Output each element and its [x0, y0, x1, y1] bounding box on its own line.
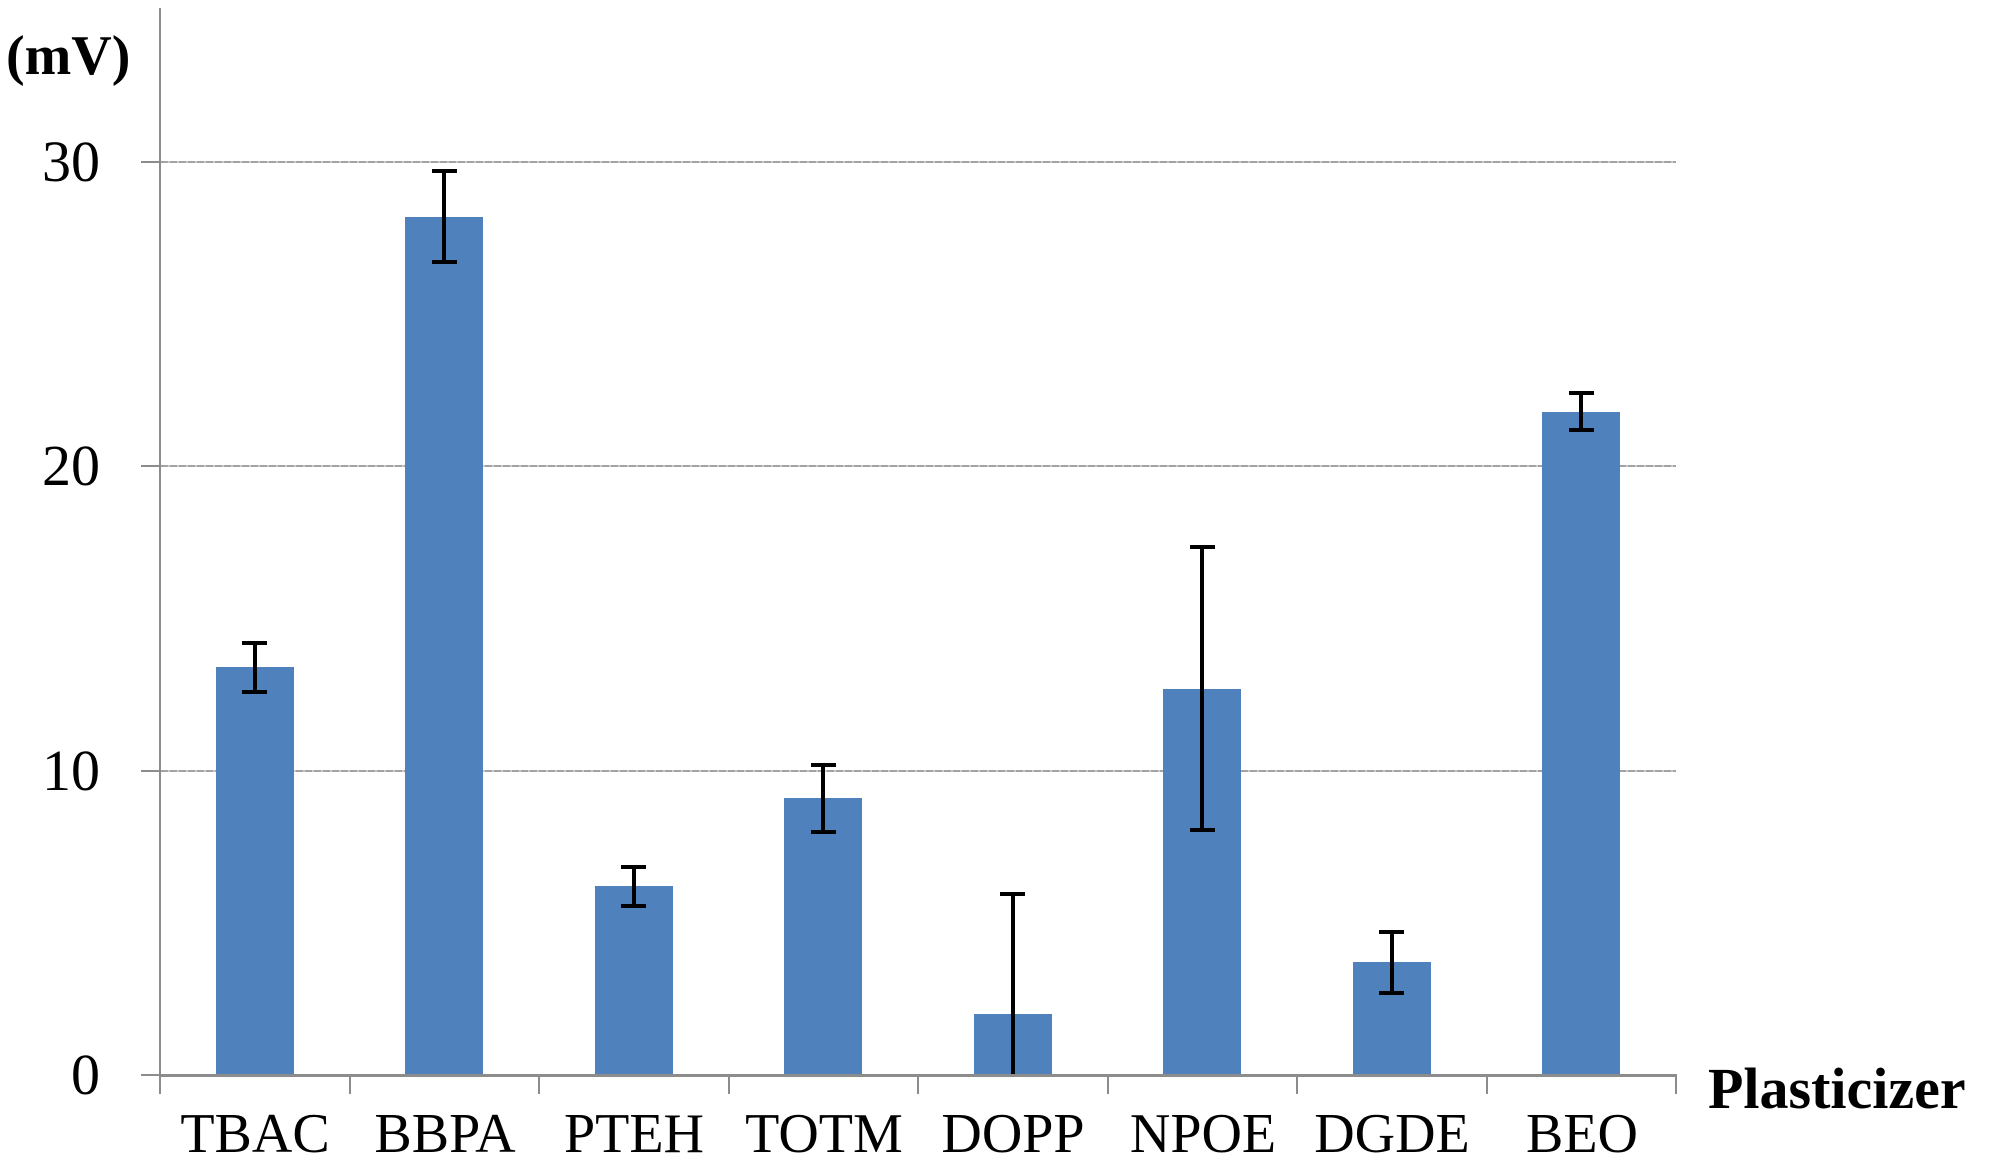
x-axis-tick-2 [538, 1076, 540, 1094]
error-bar-cap-bottom-dgde [1379, 991, 1404, 995]
error-bar-cap-bottom-pteh [621, 904, 646, 908]
gridline-30 [161, 161, 1676, 163]
error-bar-line-dgde [1390, 932, 1394, 993]
bar-totm [784, 798, 862, 1075]
y-axis-tick-20 [141, 465, 159, 467]
x-tick-label-bbpa: BBPA [374, 1103, 516, 1165]
x-tick-label-pteh: PTEH [564, 1103, 704, 1165]
gridline-10 [161, 770, 1676, 772]
x-tick-label-beo: BEO [1526, 1103, 1638, 1165]
x-axis-tick-0 [159, 1076, 161, 1094]
error-bar-cap-top-pteh [621, 865, 646, 869]
error-bar-cap-top-tbac [242, 641, 267, 645]
y-axis-tick-30 [141, 161, 159, 163]
error-bar-cap-bottom-tbac [242, 690, 267, 694]
error-bar-cap-bottom-bbpa [432, 260, 457, 264]
error-bar-line-dopp [1011, 894, 1015, 1075]
error-bar-line-npoe [1200, 547, 1204, 830]
error-bar-cap-bottom-totm [811, 830, 836, 834]
bar-tbac [216, 667, 294, 1075]
x-axis-title: Plasticizer [1708, 1056, 1966, 1121]
error-bar-cap-top-npoe [1190, 545, 1215, 549]
error-bar-line-totm [821, 765, 825, 832]
x-tick-label-npoe: NPOE [1129, 1103, 1277, 1165]
x-axis-line [159, 1074, 1677, 1077]
bar-pteh [595, 886, 673, 1075]
x-axis-tick-3 [728, 1076, 730, 1094]
x-axis-tick-5 [1107, 1076, 1109, 1094]
error-bar-line-bbpa [442, 171, 446, 262]
error-bar-cap-bottom-beo [1569, 428, 1594, 432]
y-axis-title: (mV) [6, 25, 131, 87]
y-axis-line [159, 8, 161, 1094]
x-tick-label-totm: TOTM [745, 1103, 903, 1165]
gridline-20 [161, 465, 1676, 467]
y-axis-tick-0 [141, 1074, 159, 1076]
y-tick-label-10: 10 [42, 738, 100, 803]
error-bar-cap-top-dgde [1379, 930, 1404, 934]
error-bar-cap-top-totm [811, 763, 836, 767]
x-axis-tick-1 [349, 1076, 351, 1094]
x-axis-tick-7 [1486, 1076, 1488, 1094]
y-axis-tick-10 [141, 770, 159, 772]
error-bar-cap-top-dopp [1000, 892, 1025, 896]
error-bar-cap-top-bbpa [432, 169, 457, 173]
x-tick-label-dopp: DOPP [941, 1103, 1085, 1165]
x-tick-label-dgde: DGDE [1314, 1103, 1470, 1165]
y-tick-label-20: 20 [42, 433, 100, 498]
bar-beo [1542, 412, 1620, 1075]
x-tick-label-tbac: TBAC [180, 1103, 330, 1165]
bar-bbpa [405, 217, 483, 1075]
error-bar-cap-top-beo [1569, 391, 1594, 395]
error-bar-cap-bottom-npoe [1190, 828, 1215, 832]
y-tick-label-0: 0 [71, 1042, 100, 1107]
error-bar-line-pteh [632, 867, 636, 906]
error-bar-line-tbac [253, 643, 257, 692]
x-axis-tick-8 [1675, 1076, 1677, 1094]
x-axis-tick-6 [1296, 1076, 1298, 1094]
y-tick-label-30: 30 [42, 129, 100, 194]
x-axis-tick-4 [917, 1076, 919, 1094]
error-bar-line-beo [1579, 393, 1583, 430]
